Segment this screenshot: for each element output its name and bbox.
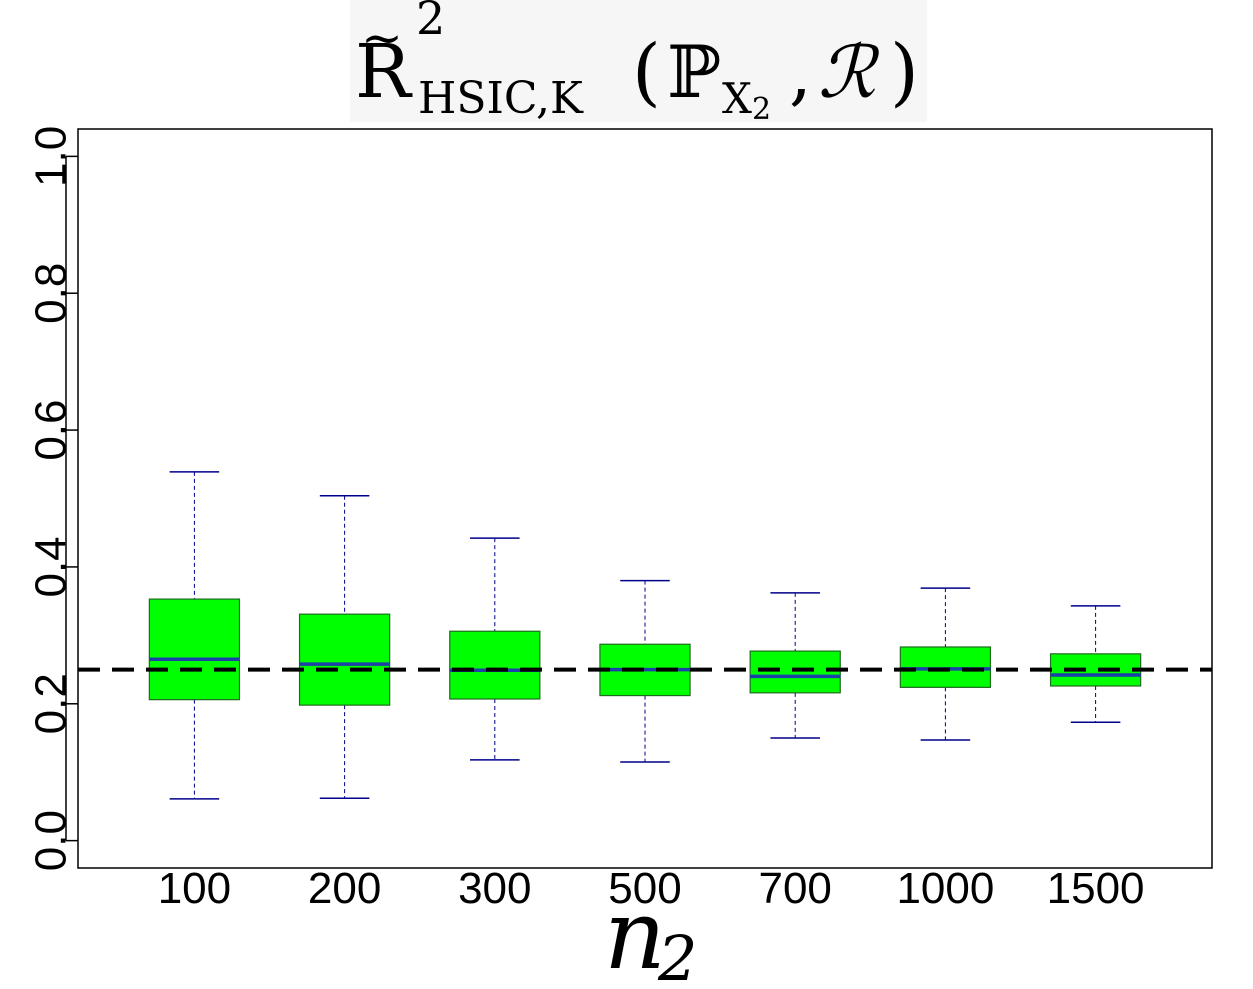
y-axis: 0.0 0.2 0.4 0.6 0.8 1.0 <box>27 126 78 871</box>
boxes <box>148 471 1142 800</box>
x-tick-label: 1500 <box>1047 864 1145 913</box>
title-argument-subscript: X <box>722 74 752 123</box>
x-axis-label-main: n <box>604 879 666 989</box>
x-axis-label: n 2 <box>604 879 697 989</box>
title-argument-separator: , <box>789 30 812 114</box>
title-argument-open: ( <box>632 29 661 115</box>
chart-title: R ~ 2 HSIC,K ( ℙ X 2 , ℛ ) <box>350 0 927 127</box>
y-tick-label: 0.6 <box>27 399 76 460</box>
plot-frame <box>77 128 1213 869</box>
title-argument-set: ℛ <box>818 30 880 114</box>
title-argument-subscript-index: 2 <box>752 92 771 127</box>
y-tick-label: 0.2 <box>27 673 76 734</box>
y-tick-label: 0.4 <box>27 536 76 597</box>
x-tick-label: 100 <box>158 864 231 913</box>
box-body <box>148 598 241 701</box>
x-tick-label: 500 <box>608 864 681 913</box>
y-tick-label: 1.0 <box>27 126 76 187</box>
title-argument-close: ) <box>890 29 919 115</box>
box-700 <box>749 592 841 739</box>
box-1000 <box>899 587 992 741</box>
y-tick-label: 0.8 <box>27 263 76 324</box>
x-tick-labels: 100 200 300 500 700 1000 1500 <box>158 864 1145 913</box>
box-1500 <box>1049 605 1142 724</box>
box-300 <box>449 537 541 761</box>
y-tick-label: 0.0 <box>27 810 76 871</box>
x-tick-label: 200 <box>308 864 381 913</box>
x-tick-label: 700 <box>758 864 831 913</box>
box-200 <box>298 495 391 799</box>
x-tick-label: 300 <box>458 864 531 913</box>
title-subscript: HSIC,K <box>418 73 584 124</box>
x-axis-label-subscript: 2 <box>657 922 697 989</box>
title-accent: ~ <box>361 9 403 67</box>
box-500 <box>599 579 691 763</box>
title-base: R <box>355 29 413 115</box>
box-body <box>749 650 841 694</box>
x-tick-label: 1000 <box>896 864 994 913</box>
title-background <box>350 0 927 122</box>
box-body <box>449 630 541 700</box>
box-body <box>298 613 391 706</box>
box-100 <box>148 471 241 800</box>
title-superscript: 2 <box>416 0 445 45</box>
title-argument-symbol: ℙ <box>667 30 721 114</box>
